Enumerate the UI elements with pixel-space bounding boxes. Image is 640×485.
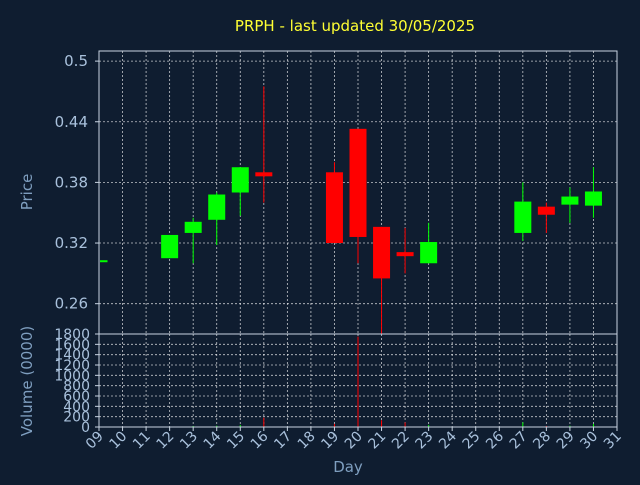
price-tick-label: 0.38 xyxy=(55,173,88,191)
day-tick-label: 27 xyxy=(507,429,531,453)
candle-body xyxy=(255,172,272,176)
candle-body xyxy=(326,172,343,243)
day-tick-label: 13 xyxy=(177,429,201,453)
price-tick-label: 0.26 xyxy=(55,295,88,313)
day-tick-label: 12 xyxy=(154,429,178,453)
candle-body xyxy=(420,242,437,263)
candle-body xyxy=(232,167,249,192)
candle-body xyxy=(185,222,202,233)
day-axis: 09 10 11 12 13 14 15 16 17 18 19 20 21 22 23 24 25 26 27 28… xyxy=(83,427,625,452)
day-tick-label: 16 xyxy=(248,428,272,452)
day-tick-label: 11 xyxy=(130,429,154,453)
day-tick-label: 18 xyxy=(295,429,319,453)
day-tick-label: 21 xyxy=(365,429,389,453)
candle-body xyxy=(561,197,578,205)
candle-body xyxy=(373,227,390,279)
price-axis-label: Price xyxy=(18,174,36,211)
price-tick-label: 0.44 xyxy=(55,113,88,131)
day-tick-label: 20 xyxy=(342,429,366,453)
day-tick-label: 26 xyxy=(483,428,507,452)
candle-body xyxy=(100,260,108,262)
day-tick-label: 25 xyxy=(460,429,484,453)
x-axis-label: Day xyxy=(333,458,363,476)
candle-body xyxy=(350,129,367,237)
volume-axis-label: Volume (0000) xyxy=(18,326,36,436)
candle-body xyxy=(514,202,531,233)
day-tick-label: 24 xyxy=(436,428,460,452)
price-tick-label: 0.5 xyxy=(64,52,88,70)
day-tick-label: 22 xyxy=(389,429,413,453)
candle-body xyxy=(161,235,178,258)
day-tick-label: 29 xyxy=(554,429,578,453)
chart-title: PRPH - last updated 30/05/2025 xyxy=(235,17,475,35)
volume-bars xyxy=(99,337,593,427)
candle-body xyxy=(585,191,602,205)
day-tick-label: 15 xyxy=(224,429,248,453)
day-tick-label: 17 xyxy=(271,429,295,453)
candle-body xyxy=(208,195,225,220)
price-tick-label: 0.32 xyxy=(55,234,88,252)
day-tick-label: 23 xyxy=(413,429,437,453)
day-tick-label: 31 xyxy=(601,429,625,453)
day-tick-label: 14 xyxy=(201,428,225,452)
day-tick-label: 30 xyxy=(577,429,601,453)
day-tick-label: 28 xyxy=(530,429,554,453)
day-tick-label: 19 xyxy=(318,429,342,453)
candle-body xyxy=(538,207,555,215)
day-tick-label: 10 xyxy=(106,429,130,453)
price-candles xyxy=(99,86,602,334)
candle-body xyxy=(397,252,414,256)
price-axis: 0.26 0.32 0.38 0.44 0.5 xyxy=(55,52,99,313)
volume-tick-label: 1800 xyxy=(54,327,90,343)
